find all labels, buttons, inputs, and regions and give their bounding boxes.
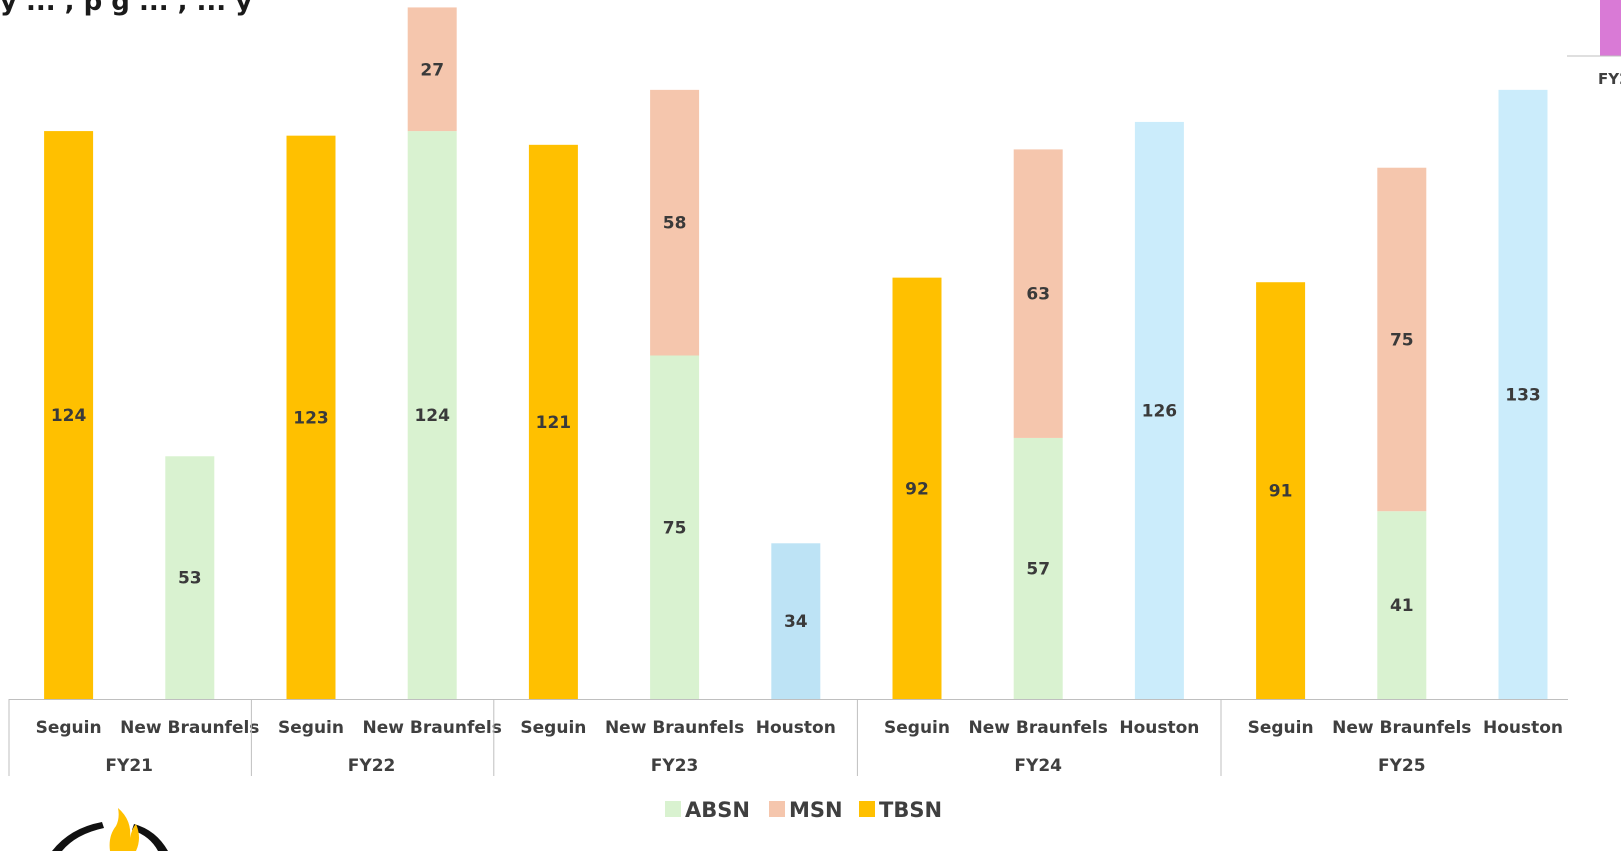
data-label-fy23-seguin-tbsn: 121 [536, 413, 572, 433]
legend-label-msn: MSN [789, 798, 843, 822]
group-label-fy24: FY24 [1014, 756, 1062, 776]
category-label-fy25-houston: Houston [1483, 718, 1563, 738]
bar-fy22-new-braunfels-absn [407, 131, 457, 699]
group-label-fy21: FY21 [105, 756, 153, 776]
data-label-fy21-new-braunfels-absn: 53 [178, 569, 202, 589]
category-label-fy24-new-braunfels: New Braunfels [969, 718, 1108, 738]
data-label-fy25-new-braunfels-absn: 41 [1390, 596, 1414, 616]
bar-fy25-new-braunfels-msn [1377, 167, 1427, 512]
data-label-fy25-seguin-tbsn: 91 [1269, 482, 1293, 502]
category-label-fy22-new-braunfels: New Braunfels [363, 718, 502, 738]
logo-arc-left [52, 822, 104, 851]
chart-title-fragment: y ... , p g ... , ... y [0, 0, 252, 17]
legend-label-absn: ABSN [685, 798, 750, 822]
category-label-fy24-houston: Houston [1119, 718, 1199, 738]
data-label-fy24-new-braunfels-absn: 57 [1026, 559, 1050, 579]
bar-fy21-new-braunfels-absn [165, 456, 215, 699]
data-label-fy22-new-braunfels-msn: 27 [420, 60, 444, 80]
bar-fy24-new-braunfels-absn [1013, 437, 1063, 699]
group-label-fy22: FY22 [348, 756, 396, 776]
cut-off-group-label: FY2 [1598, 70, 1621, 88]
data-label-fy24-seguin-tbsn: 92 [905, 479, 929, 499]
bar-fy22-seguin-tbsn [286, 135, 336, 699]
legend-label-tbsn: TBSN [879, 798, 942, 822]
legend: ABSN MSN TBSN [665, 798, 942, 822]
data-label-fy23-houston-houston: 34 [784, 612, 808, 632]
category-label-fy23-houston: Houston [756, 718, 836, 738]
category-label-fy24-seguin: Seguin [884, 718, 950, 738]
category-label-fy25-new-braunfels: New Braunfels [1332, 718, 1471, 738]
category-label-fy22-seguin: Seguin [278, 718, 344, 738]
category-label-fy23-seguin: Seguin [520, 718, 586, 738]
bar-fy24-new-braunfels-msn [1013, 149, 1063, 438]
category-label-fy21-new-braunfels: New Braunfels [120, 718, 259, 738]
data-label-fy23-new-braunfels-msn: 58 [663, 214, 687, 234]
legend-swatch-tbsn [859, 801, 875, 817]
bar-fy24-houston-houston [1134, 121, 1184, 700]
bar-fy23-seguin-tbsn [528, 144, 578, 699]
data-label-fy24-houston-houston: 126 [1142, 401, 1178, 421]
bar-fy25-seguin-tbsn [1256, 282, 1306, 699]
category-label-fy21-seguin: Seguin [36, 718, 102, 738]
bar-fy21-seguin-tbsn [44, 131, 94, 699]
legend-swatch-msn [769, 801, 785, 817]
bar-fy25-new-braunfels-absn [1377, 511, 1427, 699]
bar-fy23-new-braunfels-msn [650, 89, 700, 356]
data-label-fy25-houston-houston: 133 [1505, 385, 1541, 405]
data-label-fy22-new-braunfels-absn: 124 [414, 406, 450, 426]
category-label-fy25-seguin: Seguin [1248, 718, 1314, 738]
chart-title-layer: y ... , p g ... , ... y [0, 0, 252, 17]
cut-off-bar [1600, 0, 1621, 56]
data-label-fy23-new-braunfels-absn: 75 [663, 518, 687, 538]
logo [52, 808, 168, 851]
bar-fy25-houston-houston [1498, 89, 1548, 700]
bar-fy22-new-braunfels-msn [407, 7, 457, 132]
legend-swatch-absn [665, 801, 681, 817]
bars-layer: 124 53 123 124 27 121 75 58 34 92 57 63 126 91 41 75 133 [44, 7, 1548, 700]
group-label-fy25: FY25 [1378, 756, 1426, 776]
logo-arc-right [132, 824, 168, 851]
data-label-fy21-seguin-tbsn: 124 [51, 406, 87, 426]
logo-flame-icon [109, 808, 139, 851]
bar-fy24-seguin-tbsn [892, 277, 942, 699]
bar-fy23-new-braunfels-absn [650, 355, 700, 699]
edge-inset-layer: FY2 [1567, 0, 1621, 88]
category-label-fy23-new-braunfels: New Braunfels [605, 718, 744, 738]
group-label-fy23: FY23 [651, 756, 699, 776]
data-label-fy25-new-braunfels-msn: 75 [1390, 330, 1414, 350]
data-label-fy24-new-braunfels-msn: 63 [1026, 285, 1050, 305]
data-label-fy22-seguin-tbsn: 123 [293, 408, 329, 428]
bar-fy23-houston-houston [771, 543, 821, 699]
